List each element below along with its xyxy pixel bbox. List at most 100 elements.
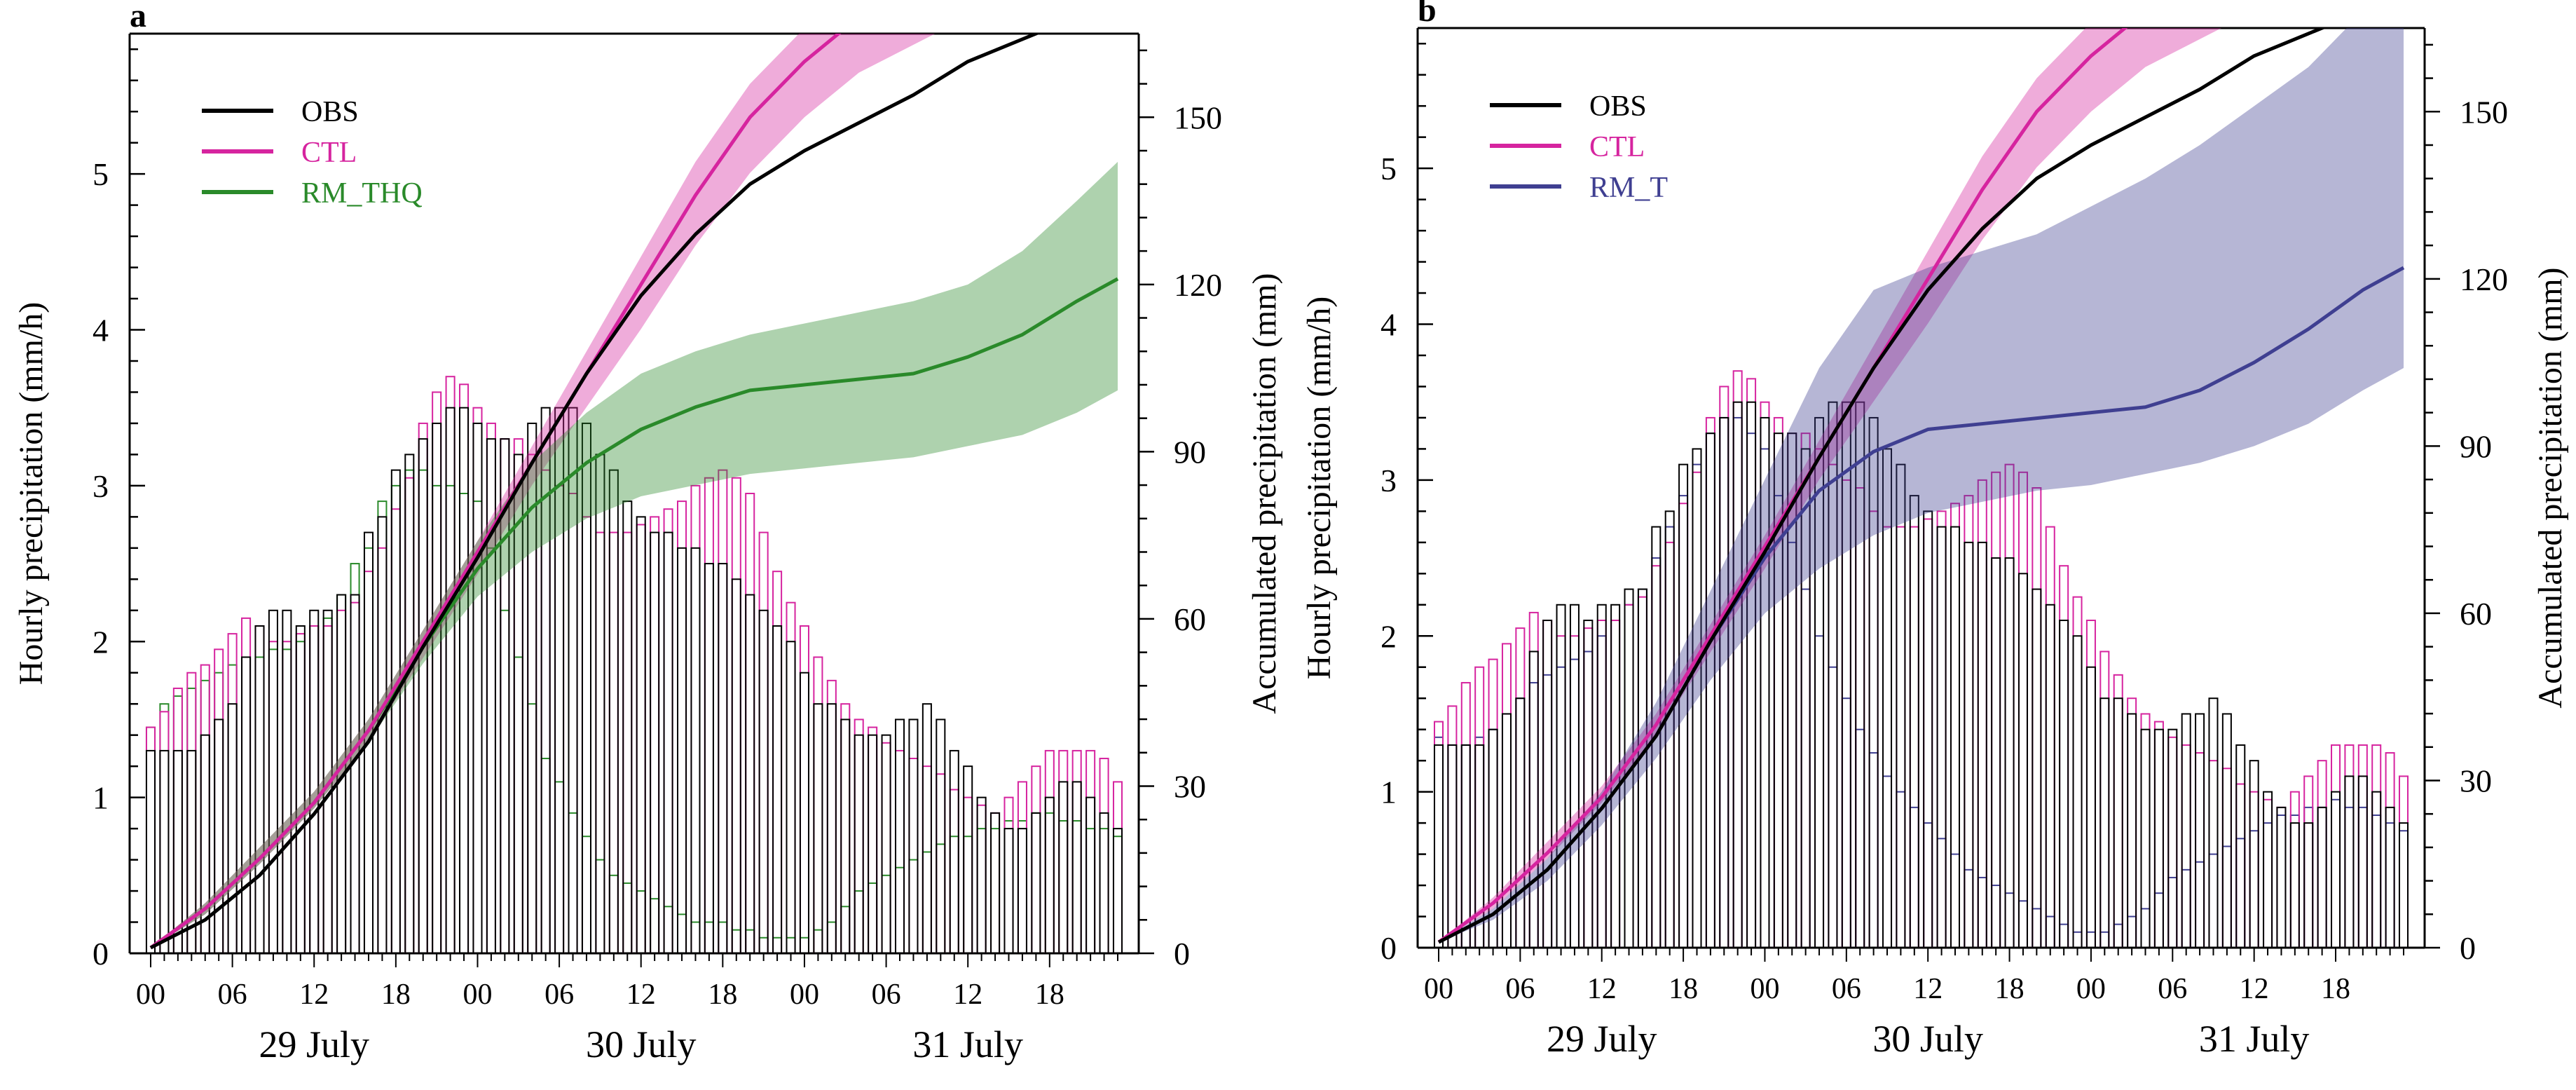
hourly-bar-obs [581,422,591,953]
hourly-bar-ctl [1569,635,1580,948]
hourly-bar-rm_t [1515,697,1526,948]
hourly-bar-ctl [1099,758,1109,953]
hourly-bar-obs [1596,604,1607,948]
hourly-bar-obs [1071,781,1082,953]
hourly-bar-rm_t [1977,876,1987,948]
hourly-bar-obs [786,641,796,953]
hourly-bar-rm_t [2059,923,2069,948]
hourly-bar-obs [309,609,320,953]
hourly-bar-obs [663,531,673,953]
hourly-bar-ctl [772,571,783,953]
hourly-bar-ctl [1678,503,1689,948]
hourly-bar-obs [1637,588,1647,948]
hourly-bar-obs [2059,620,2069,948]
hourly-bar-ctl [282,641,292,953]
legend-label-obs: OBS [301,96,359,128]
hourly-bar-obs [1732,401,1743,948]
hourly-bar-obs [1583,620,1594,948]
hourly-bar-ctl [581,516,591,953]
hourly-bar-ctl [2263,798,2273,948]
x-axis-tick-label: 18 [2321,973,2350,1005]
hourly-bar-obs [799,672,809,953]
hourly-bar-rm_t [1569,658,1580,948]
x-axis-tick-label: 18 [708,979,737,1011]
hourly-bar-obs [445,407,455,953]
hourly-bar-rm_t [2153,892,2164,948]
hourly-bar-rm_t [2263,822,2273,948]
hourly-bar-obs [1664,510,1675,948]
left-axis-title: Hourly precipitation (mm/h) [13,302,50,686]
hourly-bar-ctl [1664,541,1675,948]
hourly-bar-rm_thq [282,648,292,953]
hourly-bar-obs [1814,416,1825,948]
hourly-bar-rm_t [1841,697,1851,948]
hourly-bar-obs [2004,557,2015,948]
hourly-bar-ctl [1950,503,1960,948]
hourly-bar-ctl [1071,749,1082,953]
hourly-bar-rm_t [2099,931,2110,948]
hourly-bar-rm_thq [390,484,401,953]
hourly-bar-rm_thq [540,758,551,953]
hourly-bar-rm_thq [636,890,646,953]
left-axis-tick-label: 1 [93,780,109,816]
x-axis-tick-label: 18 [1035,979,1064,1011]
hourly-bar-obs [936,718,946,953]
hourly-bar-rm_t [1692,463,1702,948]
hourly-bar-rm_t [1433,736,1444,948]
hourly-bar-rm_thq [799,936,809,953]
hourly-bar-ctl [663,508,673,953]
hourly-bar-rm_thq [445,484,455,953]
hourly-bar-obs [1950,526,1960,948]
hourly-bar-ctl [1923,518,1933,948]
hourly-bar-rm_thq [704,921,714,953]
hourly-bar-ctl [2195,752,2205,948]
hourly-bar-obs [2032,588,2042,948]
hourly-bar-ctl [990,812,1001,953]
hourly-bar-ctl [677,500,687,953]
hourly-bar-ctl [227,633,238,953]
right-axis-tick-label: 60 [1174,601,1206,637]
legend-label-ctl: CTL [301,137,357,169]
hourly-bar-rm_thq [241,656,252,953]
hourly-bar-ctl [731,477,741,953]
hourly-bar-rm_thq [663,906,673,953]
hourly-bar-rm_t [1460,744,1471,948]
hourly-bar-ctl [1909,526,1919,948]
hourly-bar-rm_thq [772,936,783,953]
hourly-bar-obs [1099,812,1109,953]
panel-label: b [1418,0,1437,29]
hourly-bar-rm_t [1923,822,1933,948]
hourly-bar-obs [527,422,537,953]
hourly-bar-obs [513,454,523,953]
date-label: 30 July [586,1023,697,1065]
hourly-bar-ctl [2385,752,2395,948]
hourly-bar-ctl [690,484,701,953]
hourly-bar-ctl [799,625,809,953]
hourly-bar-obs [731,578,741,953]
hourly-bar-ctl [295,633,306,953]
hourly-bar-rm_thq [554,781,565,953]
hourly-bar-ctl [1692,471,1702,948]
hourly-bar-rm_thq [718,921,728,953]
hourly-bar-rm_t [2045,915,2055,948]
x-axis-tick-label: 06 [1505,973,1535,1005]
hourly-bar-rm_t [2398,830,2409,948]
hourly-bar-obs [1501,713,1512,948]
hourly-bar-ctl [868,726,878,953]
hourly-bar-ctl [2059,565,2069,948]
hourly-bar-obs [2181,713,2191,948]
hourly-bar-rm_thq [936,843,946,953]
hourly-bar-rm_thq [159,703,170,953]
hourly-bar-obs [1746,401,1757,948]
hourly-bar-obs [2303,822,2314,948]
legend-label-ctl: CTL [1589,131,1645,163]
hourly-bar-ctl [1474,666,1485,948]
hourly-bar-ctl [2371,744,2382,948]
hourly-bar-rm_thq [990,828,1001,953]
right-axis-tick-label: 90 [2460,428,2492,464]
hourly-bar-obs [1964,541,1974,948]
hourly-bar-obs [500,438,510,953]
hourly-bar-rm_t [1732,416,1743,948]
hourly-bar-obs [2221,713,2232,948]
hourly-bar-rm_t [2221,845,2232,948]
